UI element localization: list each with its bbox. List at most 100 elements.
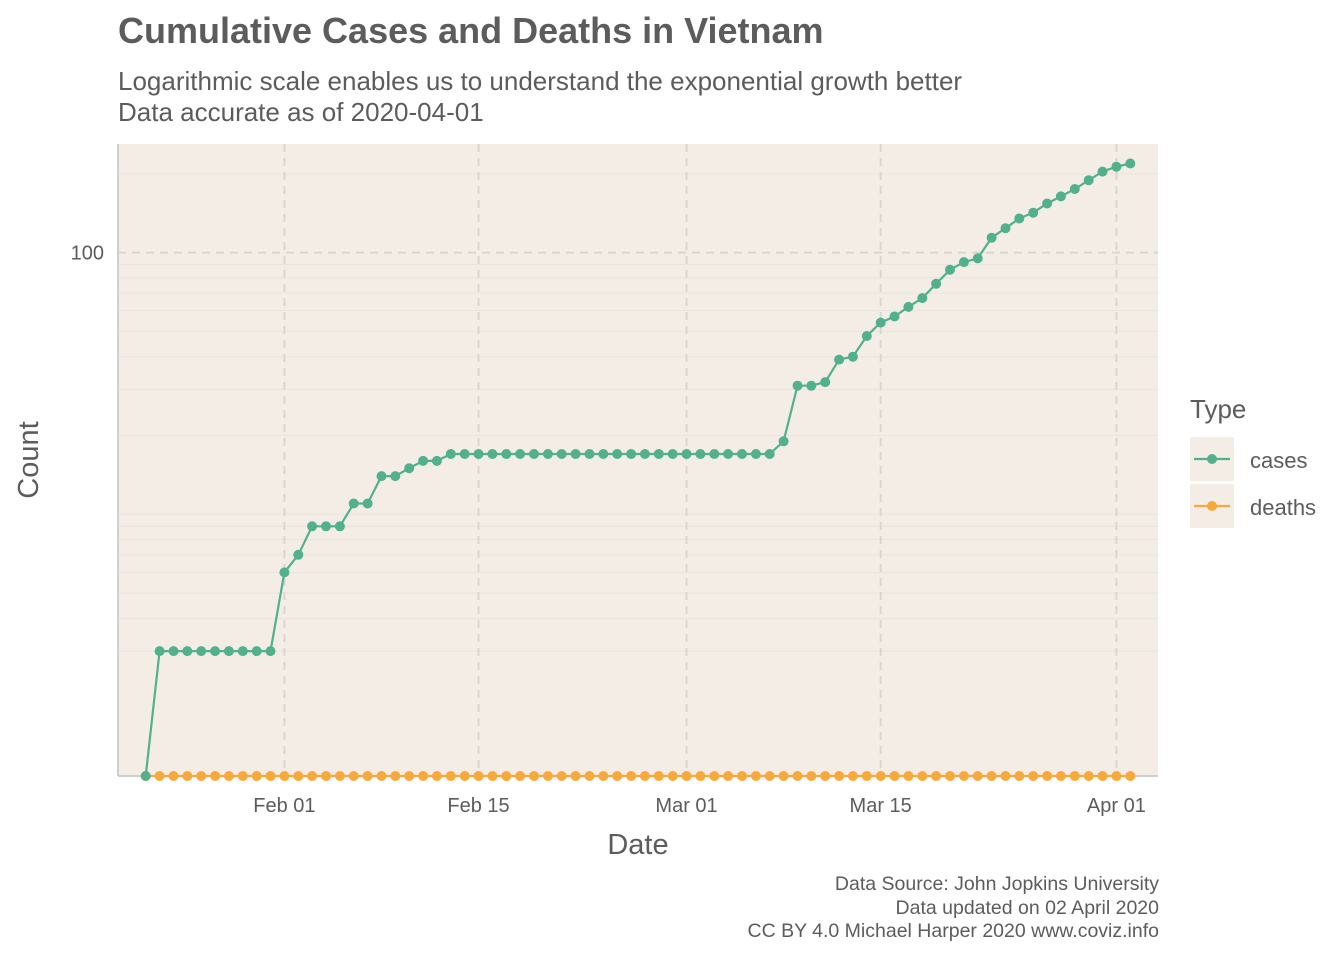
- data-point-cases: [764, 449, 775, 459]
- data-point-cases: [612, 449, 623, 459]
- data-point-deaths: [695, 771, 706, 781]
- data-point-cases: [376, 471, 387, 482]
- data-point-deaths: [445, 771, 456, 781]
- data-point-deaths: [903, 771, 914, 781]
- legend-item-cases: cases: [1190, 437, 1307, 481]
- data-point-cases: [1125, 158, 1136, 169]
- data-point-deaths: [501, 771, 512, 781]
- data-point-cases: [487, 449, 498, 459]
- data-point-deaths: [431, 771, 442, 781]
- series-cases: [140, 158, 1136, 781]
- data-point-deaths: [917, 771, 928, 781]
- data-point-cases: [709, 449, 720, 459]
- data-point-deaths: [1000, 771, 1011, 781]
- x-tick-label: Feb 01: [253, 795, 315, 817]
- data-point-cases: [237, 646, 248, 657]
- data-point-deaths: [1111, 771, 1122, 781]
- data-point-cases: [903, 301, 914, 312]
- data-point-cases: [445, 449, 456, 459]
- data-point-cases: [639, 449, 650, 459]
- data-point-deaths: [986, 771, 997, 781]
- x-tick-label: Feb 15: [447, 795, 509, 817]
- data-point-deaths: [972, 771, 983, 781]
- data-point-deaths: [1028, 771, 1039, 781]
- data-point-cases: [1111, 161, 1122, 172]
- data-point-deaths: [237, 771, 248, 781]
- data-point-cases: [750, 449, 761, 459]
- x-tick-label: Mar 01: [655, 795, 717, 817]
- caption-updated: Data updated on 02 April 2020: [895, 896, 1159, 919]
- data-point-deaths: [1055, 771, 1066, 781]
- data-point-deaths: [487, 771, 498, 781]
- data-point-cases: [334, 521, 345, 532]
- data-point-cases: [958, 257, 969, 268]
- data-point-deaths: [639, 771, 650, 781]
- data-point-deaths: [931, 771, 942, 781]
- data-point-cases: [792, 380, 803, 391]
- caption-source: Data Source: John Jopkins University: [834, 873, 1159, 895]
- data-point-cases: [418, 455, 429, 466]
- data-point-deaths: [293, 771, 304, 781]
- data-point-cases: [1000, 223, 1011, 234]
- data-point-deaths: [168, 771, 179, 781]
- data-point-deaths: [598, 771, 609, 781]
- data-point-cases: [293, 549, 304, 560]
- legend-dot-deaths: [1207, 501, 1217, 511]
- data-point-deaths: [473, 771, 484, 781]
- data-point-deaths: [1014, 771, 1025, 781]
- data-point-deaths: [875, 771, 886, 781]
- data-point-cases: [1069, 184, 1080, 194]
- x-axis-label: Date: [607, 829, 668, 861]
- data-point-deaths: [820, 771, 831, 781]
- data-point-cases: [653, 449, 664, 459]
- data-point-deaths: [723, 771, 734, 781]
- data-point-cases: [1083, 175, 1094, 186]
- data-point-deaths: [307, 771, 318, 781]
- data-point-cases: [723, 449, 734, 459]
- data-point-deaths: [792, 771, 803, 781]
- data-point-cases: [598, 449, 609, 459]
- data-point-cases: [390, 471, 401, 482]
- data-point-deaths: [529, 771, 539, 781]
- data-point-deaths: [709, 771, 720, 781]
- data-point-deaths: [515, 771, 526, 781]
- data-point-deaths: [542, 771, 553, 781]
- data-point-deaths: [1069, 771, 1080, 781]
- data-point-deaths: [778, 771, 789, 781]
- data-point-cases: [210, 646, 221, 657]
- plot-panel: [118, 144, 1158, 776]
- data-point-deaths: [584, 771, 595, 781]
- data-point-deaths: [750, 771, 761, 781]
- data-point-cases: [681, 449, 692, 459]
- data-point-cases: [806, 380, 817, 391]
- legend-item-deaths: deaths: [1190, 484, 1316, 528]
- legend-dot-cases: [1207, 454, 1217, 464]
- data-point-cases: [501, 449, 512, 459]
- legend-label-deaths: deaths: [1250, 495, 1316, 520]
- data-point-deaths: [404, 771, 415, 781]
- data-point-deaths: [556, 771, 567, 781]
- data-point-cases: [529, 449, 539, 459]
- data-point-cases: [570, 449, 581, 459]
- data-point-deaths: [737, 771, 747, 781]
- data-point-cases: [362, 498, 373, 509]
- data-point-cases: [1055, 191, 1066, 202]
- data-point-deaths: [681, 771, 692, 781]
- data-point-deaths: [667, 771, 678, 781]
- data-point-deaths: [889, 771, 900, 781]
- data-point-deaths: [806, 771, 817, 781]
- data-point-cases: [986, 232, 997, 243]
- data-point-deaths: [196, 771, 207, 781]
- data-point-cases: [182, 646, 193, 657]
- data-point-cases: [140, 771, 151, 781]
- data-point-cases: [459, 449, 470, 459]
- data-point-deaths: [251, 771, 262, 781]
- data-point-deaths: [265, 771, 276, 781]
- data-point-deaths: [279, 771, 290, 781]
- data-point-cases: [584, 449, 595, 459]
- minor-grid: [118, 173, 1158, 652]
- data-point-cases: [889, 311, 900, 322]
- data-point-deaths: [362, 771, 373, 781]
- data-point-deaths: [1125, 771, 1136, 781]
